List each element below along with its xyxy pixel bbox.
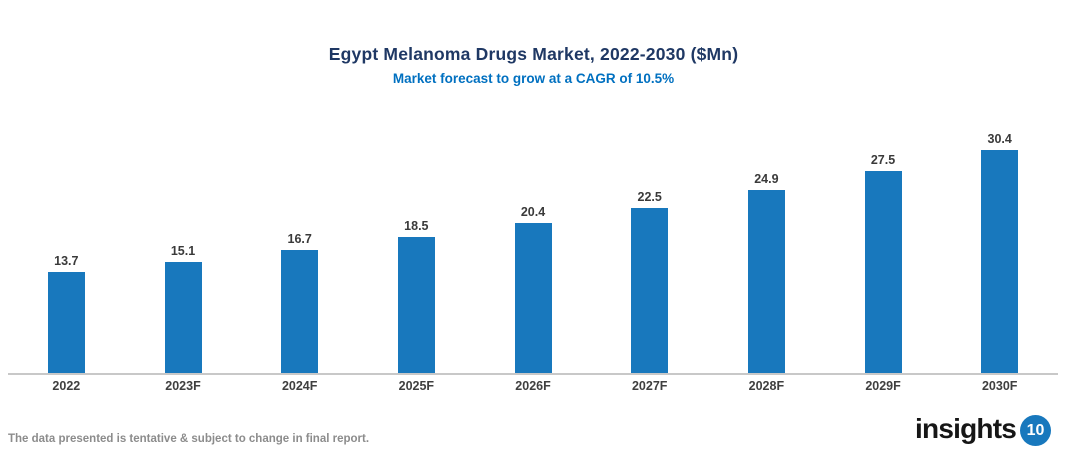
- x-axis-label: 2028F: [748, 379, 785, 393]
- chart-subtitle: Market forecast to grow at a CAGR of 10.…: [392, 71, 675, 86]
- bar-value-label: 20.4: [520, 205, 546, 219]
- bar-area: 15.1: [125, 110, 242, 373]
- x-axis-label: 2029F: [865, 379, 901, 393]
- bar-value-label: 22.5: [637, 190, 662, 204]
- bar-value-label: 13.7: [54, 254, 79, 268]
- x-axis-label: 2027F: [631, 379, 668, 393]
- bar: [164, 262, 202, 373]
- logo-badge-10: 10: [1020, 415, 1051, 446]
- bar-value-label: 15.1: [170, 244, 196, 258]
- bar-column: 18.5 2025F: [358, 110, 475, 397]
- bar: [864, 171, 902, 373]
- x-axis-label: 2024F: [281, 379, 318, 393]
- bar-value-label: 16.7: [287, 232, 312, 246]
- x-axis-label: 2025F: [398, 379, 435, 393]
- x-axis-line: [8, 373, 1058, 375]
- chart-title: Egypt Melanoma Drugs Market, 2022-2030 (…: [328, 44, 739, 64]
- bar-area: 27.5: [825, 110, 942, 373]
- x-axis-label: 2022: [52, 379, 81, 393]
- bar-value-label: 18.5: [404, 219, 429, 233]
- bar-area: 30.4: [941, 110, 1058, 373]
- bar-area: 16.7: [241, 110, 358, 373]
- bar: [514, 223, 552, 373]
- x-axis-label: 2023F: [165, 379, 201, 393]
- bar-column: 16.7 2024F: [241, 110, 358, 397]
- x-axis-label: 2026F: [515, 379, 551, 393]
- bar-column: 27.5 2029F: [825, 110, 942, 397]
- bar-column: 22.5 2027F: [591, 110, 708, 397]
- bar-value-label: 30.4: [987, 132, 1012, 146]
- bar-chart: 13.7 2022 15.1 2023F 16.7 2024F 18.5 2025F 20.4 2…: [8, 110, 1058, 397]
- logo-wordmark: insights: [915, 412, 1017, 444]
- disclaimer-text: The data presented is tentative & subjec…: [8, 433, 370, 445]
- bar-area: 18.5: [358, 110, 475, 373]
- x-axis-label: 2030F: [981, 379, 1018, 393]
- bar-column: 30.4 2030F: [941, 110, 1058, 397]
- bar-value-label: 24.9: [754, 172, 779, 186]
- bar-area: 20.4: [475, 110, 592, 373]
- bar: [47, 272, 85, 373]
- bar: [281, 250, 319, 373]
- bar: [981, 150, 1019, 373]
- bar-column: 24.9 2028F: [708, 110, 825, 397]
- bar-area: 22.5: [591, 110, 708, 373]
- insights10-logo: insights 10: [915, 411, 1051, 446]
- bar-column: 20.4 2026F: [475, 110, 592, 397]
- bar-value-label: 27.5: [870, 153, 896, 167]
- bar-area: 13.7: [8, 110, 125, 373]
- bar-area: 24.9: [708, 110, 825, 373]
- bar: [397, 237, 435, 373]
- bar: [631, 208, 669, 373]
- bar-column: 13.7 2022: [8, 110, 125, 397]
- bar: [747, 190, 785, 373]
- bar-column: 15.1 2023F: [125, 110, 242, 397]
